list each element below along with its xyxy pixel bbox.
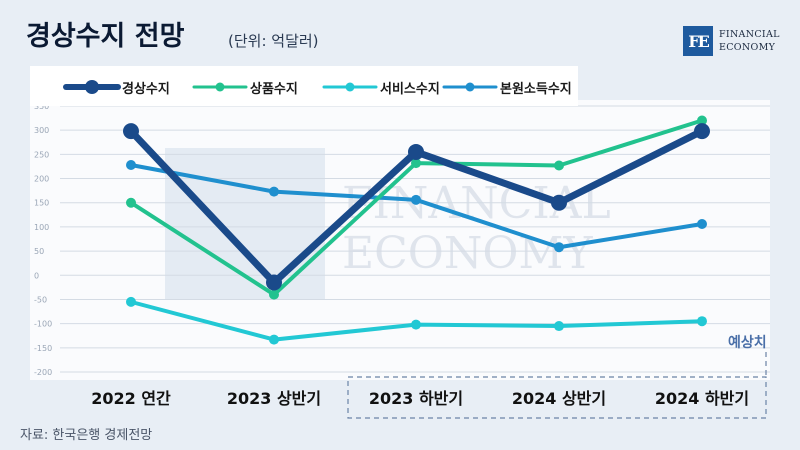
chart-panel (30, 100, 770, 380)
data-point (126, 197, 136, 208)
data-point (697, 219, 707, 230)
data-point (269, 289, 279, 300)
legend-label: 경상수지 (122, 82, 170, 97)
legend-swatch-marker (215, 82, 225, 92)
legend-label: 서비스수지 (380, 82, 440, 97)
legend-swatch-marker (85, 80, 99, 94)
legend-label: 상품수지 (250, 82, 298, 97)
y-tick-label: 100 (34, 223, 49, 232)
y-tick-label: -150 (34, 344, 52, 353)
legend-swatch (192, 82, 248, 92)
x-tick-label: 2022 연간 (91, 389, 171, 408)
data-point (411, 319, 421, 330)
logo-text-economy: ECONOMY (719, 42, 776, 53)
data-point (551, 194, 567, 211)
forecast-label: 예상치 (728, 335, 767, 351)
x-tick-label: 2023 하반기 (369, 389, 463, 408)
data-point (266, 274, 282, 291)
logo-text-financial: FINANCIAL (719, 29, 780, 40)
data-point (697, 115, 707, 126)
y-tick-label: 300 (34, 126, 49, 135)
data-point (126, 296, 136, 307)
x-tick-label: 2024 하반기 (655, 389, 749, 408)
y-tick-label: 150 (34, 199, 49, 208)
y-tick-label: -50 (34, 295, 47, 304)
data-point (269, 186, 279, 197)
unit-label: (단위: 억달러) (228, 32, 319, 50)
y-tick-label: -100 (34, 320, 52, 329)
data-point (694, 123, 710, 140)
y-tick-label: 350 (34, 102, 49, 111)
legend-swatch (63, 80, 121, 94)
logo: FE FINANCIAL ECONOMY (683, 26, 783, 58)
y-tick-label: 250 (34, 150, 49, 159)
page-title: 경상수지 전망 (26, 21, 185, 52)
data-point (554, 321, 564, 332)
data-point (554, 160, 564, 171)
data-point (123, 123, 139, 140)
y-tick-label: -200 (34, 368, 52, 377)
x-tick-label: 2024 상반기 (512, 389, 606, 408)
data-point (554, 242, 564, 253)
data-point (408, 143, 424, 160)
legend-swatch (322, 82, 378, 92)
logo-mark: FE (683, 26, 713, 56)
y-tick-label: 50 (34, 247, 44, 256)
legend-swatch (442, 82, 498, 92)
legend-swatch-marker (345, 82, 355, 92)
forecast-box (347, 376, 767, 419)
legend-label: 본원소득수지 (500, 82, 572, 97)
data-point (269, 334, 279, 345)
legend-swatch-marker (465, 82, 475, 92)
watermark-text-economy: ECONOMY (342, 228, 593, 279)
legend: 경상수지 상품수지 서비스수지 본원소득수지 (30, 66, 578, 106)
y-tick-label: 200 (34, 175, 49, 184)
data-point (697, 316, 707, 327)
source-note: 자료: 한국은행 경제전망 (20, 428, 153, 443)
x-tick-label: 2023 상반기 (227, 389, 321, 408)
data-point (411, 194, 421, 205)
data-point (411, 158, 421, 169)
data-point (126, 160, 136, 171)
y-tick-label: 0 (34, 271, 39, 280)
